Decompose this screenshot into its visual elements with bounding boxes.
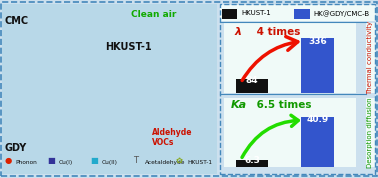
Bar bbox=[222, 9, 237, 19]
Bar bbox=[294, 9, 310, 19]
Text: HKUST-1: HKUST-1 bbox=[187, 160, 212, 165]
Text: ■: ■ bbox=[90, 156, 98, 165]
Text: ■: ■ bbox=[47, 156, 55, 165]
Text: Clean air: Clean air bbox=[131, 10, 176, 19]
Text: T: T bbox=[133, 156, 138, 165]
FancyArrowPatch shape bbox=[242, 115, 298, 157]
Bar bbox=[235, 79, 268, 93]
Text: CMC: CMC bbox=[4, 16, 28, 26]
Text: Desorption diffusion: Desorption diffusion bbox=[367, 97, 373, 168]
Text: Ka: Ka bbox=[230, 100, 246, 110]
Text: HK@GDY/CMC-B: HK@GDY/CMC-B bbox=[313, 10, 369, 17]
Text: Cu(I): Cu(I) bbox=[59, 160, 73, 165]
Bar bbox=[235, 159, 268, 167]
Text: ●: ● bbox=[4, 156, 11, 165]
FancyArrowPatch shape bbox=[242, 36, 298, 80]
Text: HKUST-1: HKUST-1 bbox=[242, 10, 271, 16]
Text: HKUST-1: HKUST-1 bbox=[105, 42, 152, 52]
Text: GDY: GDY bbox=[4, 143, 26, 153]
Text: 4 times: 4 times bbox=[253, 27, 300, 37]
Text: λ: λ bbox=[234, 27, 241, 37]
Bar bbox=[301, 38, 334, 93]
Text: 6.3: 6.3 bbox=[244, 156, 260, 165]
Text: 40.9: 40.9 bbox=[307, 115, 329, 124]
Text: 336: 336 bbox=[308, 37, 327, 46]
Text: ✿: ✿ bbox=[176, 156, 183, 165]
Bar bbox=[301, 117, 334, 167]
Text: 84: 84 bbox=[246, 77, 258, 85]
Text: Cu(II): Cu(II) bbox=[102, 160, 118, 165]
Text: 6.5 times: 6.5 times bbox=[253, 100, 311, 110]
Text: Acetaldehyde: Acetaldehyde bbox=[145, 160, 185, 165]
Text: Aldehyde
VOCs: Aldehyde VOCs bbox=[152, 128, 193, 147]
Text: Thermal conductivity: Thermal conductivity bbox=[367, 21, 373, 95]
Text: Phonon: Phonon bbox=[16, 160, 37, 165]
